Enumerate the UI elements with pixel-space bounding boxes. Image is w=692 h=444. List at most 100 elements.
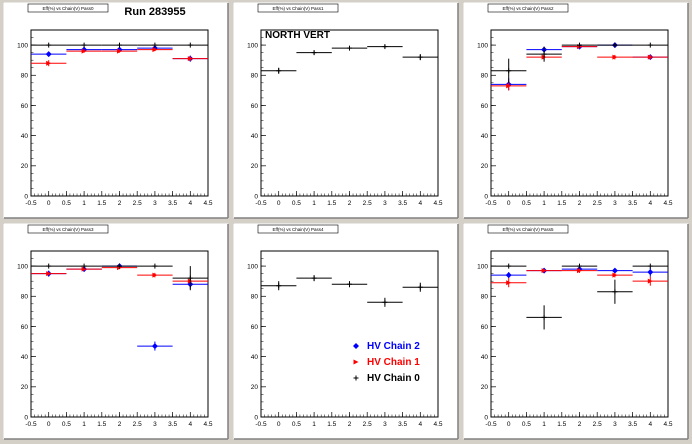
point-marker [152,263,158,269]
point-marker [506,280,512,286]
point-marker [612,42,618,48]
data-point [101,42,138,48]
point-marker [45,51,52,58]
point-marker [81,48,87,54]
point-marker [152,47,158,53]
point-marker [382,299,388,305]
y-tick-label: 100 [247,263,258,270]
run-label: Run 283955 [124,6,185,18]
y-tick-label: 20 [21,163,29,170]
point-marker [647,263,653,269]
x-tick-label: 4 [188,200,192,207]
point-marker [152,272,158,278]
data-point [261,67,297,74]
pad-title: Eff(%) vs Chain(V) Pass2 [503,6,554,11]
pad-title: Eff(%) vs Chain(V) Pass5 [503,227,554,232]
x-tick-label: 1 [542,200,546,207]
x-tick-label: 2.5 [363,421,372,428]
point-marker [612,272,618,278]
point-marker [151,343,158,350]
data-point [137,47,173,53]
pad-background [464,224,688,439]
y-tick-label: 60 [481,103,489,110]
point-marker [187,42,193,48]
x-tick-label: 4.5 [433,200,442,207]
point-marker [647,278,653,284]
data-point [331,281,368,288]
x-tick-label: 0 [47,421,51,428]
y-tick-label: 80 [21,294,29,301]
y-tick-label: 80 [21,73,29,80]
data-point [31,263,67,269]
x-tick-label: 2.5 [133,421,142,428]
x-tick-label: 0 [277,421,281,428]
x-tick-label: 3 [383,200,387,207]
x-tick-label: 1.5 [557,200,566,207]
x-tick-label: 3 [383,421,387,428]
x-tick-label: 0 [507,200,511,207]
x-tick-label: 0.5 [522,200,531,207]
y-tick-label: 40 [21,133,29,140]
data-point [597,267,633,274]
y-tick-label: 100 [17,42,28,49]
y-tick-label: 40 [21,354,29,361]
point-marker [647,269,654,276]
data-point [66,48,102,54]
data-point [491,263,527,269]
data-point [101,48,138,54]
pad-title: Eff(%) vs Chain(V) Pass0 [43,6,94,11]
y-tick-label: 60 [481,324,489,331]
x-tick-label: 0 [507,421,511,428]
y-tick-label: 0 [484,193,488,200]
x-tick-label: 1 [82,421,86,428]
data-point [137,263,173,269]
legend-marker [353,375,359,381]
data-point [137,272,173,278]
y-tick-label: 0 [24,193,28,200]
x-tick-label: 2 [118,421,122,428]
x-tick-label: 1 [82,200,86,207]
x-tick-label: 4 [418,200,422,207]
point-marker [276,68,282,74]
x-tick-label: 2.5 [593,421,602,428]
data-point [491,58,527,83]
pad-background [234,3,458,218]
x-tick-label: -0.5 [255,200,267,207]
data-point [172,266,208,291]
point-marker [117,48,122,54]
series-hv1 [31,47,208,67]
y-tick-label: 0 [484,414,488,421]
x-tick-label: 0 [47,200,51,207]
x-tick-label: 2.5 [363,200,372,207]
point-marker [347,45,352,51]
data-point [31,271,67,277]
pad-annotation: NORTH VERT [265,30,330,41]
x-tick-label: 2.5 [133,200,142,207]
point-marker [505,272,512,279]
data-point [632,54,668,60]
pad-3: Eff(%) vs Chain(V) Pass2-0.5 0 0.5 1 1.5 2 2.5… [463,2,689,219]
x-tick-label: 0.5 [62,200,71,207]
x-tick-label: 2 [348,421,352,428]
point-marker [81,263,87,269]
data-point [632,267,668,277]
pad-1: Eff(%) vs Chain(V) Pass0-0.5 0 0.5 1 1.5 2 2.5… [3,2,229,219]
y-tick-label: 0 [254,414,258,421]
legend-label: HV Chain 0 [367,373,420,384]
series-hv0 [261,44,438,74]
y-tick-label: 100 [17,263,28,270]
y-tick-label: 20 [481,384,489,391]
series-hv1 [31,265,208,285]
point-marker [311,275,317,281]
x-tick-label: 4 [188,421,192,428]
point-marker [577,42,582,48]
x-tick-label: 4 [418,421,422,428]
x-tick-label: 2 [578,200,582,207]
x-tick-label: 1 [542,421,546,428]
x-tick-label: 2 [348,200,352,207]
y-tick-label: 80 [251,294,259,301]
y-tick-label: 20 [251,384,259,391]
x-tick-label: 2 [578,421,582,428]
point-marker [187,56,193,62]
